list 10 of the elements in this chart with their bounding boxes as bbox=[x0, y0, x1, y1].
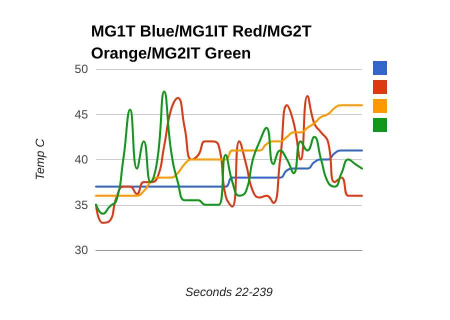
y-tick-label: 50 bbox=[74, 62, 88, 76]
y-tick-label: 35 bbox=[74, 198, 88, 212]
line-series bbox=[95, 149, 363, 188]
y-axis-title: Temp C bbox=[33, 138, 47, 180]
chart-title: MG1T Blue/MG1IT Red/MG2T Orange/MG2IT Green bbox=[91, 24, 316, 62]
y-tick-label: 30 bbox=[74, 243, 88, 257]
line-series bbox=[95, 104, 363, 197]
y-tick-label: 40 bbox=[74, 152, 88, 166]
x-axis-title: Seconds 22-239 bbox=[185, 285, 274, 299]
y-tick-label: 45 bbox=[74, 107, 88, 122]
